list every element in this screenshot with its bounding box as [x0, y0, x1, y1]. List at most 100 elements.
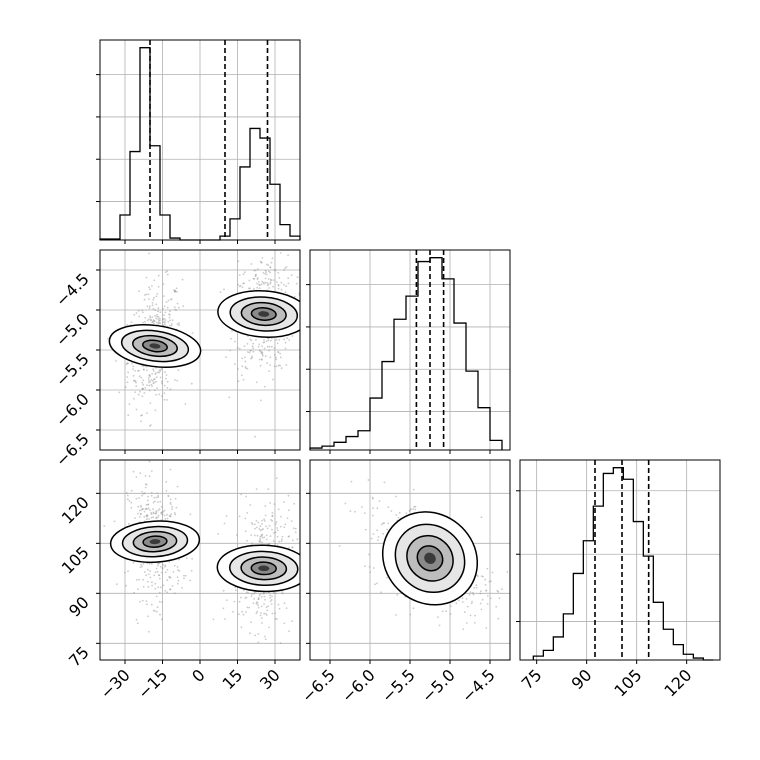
scatter-point — [267, 605, 270, 607]
scatter-point — [155, 512, 158, 515]
scatter-point — [250, 595, 253, 598]
scatter-point — [250, 534, 253, 536]
scatter-point — [170, 513, 173, 516]
scatter-point — [238, 274, 241, 276]
scatter-point — [148, 562, 151, 565]
scatter-point — [154, 373, 157, 375]
scatter-point — [171, 508, 173, 510]
scatter-point — [269, 356, 272, 359]
scatter-point — [248, 279, 251, 282]
scatter-point — [261, 354, 264, 357]
scatter-point — [274, 531, 277, 534]
contour-line — [132, 334, 178, 358]
scatter-point — [262, 281, 265, 284]
scatter-point — [263, 536, 266, 539]
scatter-point — [284, 267, 287, 270]
scatter-point — [244, 597, 247, 599]
scatter-point — [462, 601, 464, 603]
x-tick-label: 105 — [610, 665, 645, 700]
scatter-point — [243, 271, 246, 274]
scatter-point — [294, 531, 297, 534]
scatter-point — [257, 521, 260, 524]
scatter-point — [142, 383, 145, 386]
scatter-point — [288, 630, 290, 633]
scatter-point — [137, 588, 139, 590]
scatter-point — [162, 295, 165, 297]
scatter-point — [145, 600, 148, 602]
scatter-point — [155, 393, 158, 396]
scatter-point — [244, 356, 246, 359]
scatter-point — [263, 385, 266, 388]
scatter-point — [138, 497, 140, 499]
scatter-point — [260, 534, 263, 536]
scatter-point — [151, 385, 154, 388]
scatter-point — [139, 512, 142, 515]
scatter-point — [244, 360, 247, 363]
scatter-point — [156, 315, 158, 318]
scatter-point — [190, 382, 193, 385]
scatter-point — [252, 602, 255, 605]
scatter-point — [271, 514, 274, 517]
scatter-point — [412, 488, 415, 491]
scatter-point — [256, 286, 259, 289]
scatter-point — [308, 575, 310, 577]
scatter-point — [115, 360, 117, 362]
scatter-point — [127, 570, 129, 573]
scatter-point — [164, 323, 166, 325]
scatter-point — [261, 345, 263, 347]
scatter-point — [152, 501, 155, 504]
scatter-point — [148, 379, 150, 382]
scatter-point — [175, 287, 178, 290]
scatter-point — [408, 510, 411, 512]
scatter-point — [225, 599, 228, 601]
scatter-point — [132, 561, 135, 564]
scatter-point — [158, 322, 161, 324]
scatter-point — [146, 319, 149, 322]
x-tick-label: 90 — [568, 665, 596, 693]
scatter-point — [271, 520, 274, 522]
scatter-point — [155, 517, 158, 520]
scatter-point — [158, 562, 161, 565]
scatter-point — [141, 364, 143, 367]
scatter-point — [253, 269, 256, 272]
scatter-point — [287, 254, 289, 256]
scatter-point — [157, 310, 160, 313]
scatter-point — [250, 621, 253, 624]
scatter-point — [151, 563, 153, 565]
scatter-point — [166, 273, 169, 276]
scatter-point — [263, 520, 266, 522]
scatter-point — [171, 505, 174, 508]
scatter-point — [140, 420, 142, 423]
scatter-point — [255, 381, 258, 384]
scatter-point — [150, 379, 153, 381]
scatter-point — [279, 252, 282, 254]
scatter-point — [160, 571, 163, 574]
scatter-point — [244, 517, 247, 520]
contour-line — [416, 545, 444, 572]
scatter-point — [468, 594, 471, 596]
scatter-point — [259, 614, 262, 617]
scatter-point — [178, 570, 181, 572]
scatter-point — [154, 587, 157, 590]
scatter-point — [229, 349, 232, 352]
scatter-point — [159, 586, 162, 589]
scatter-point — [152, 512, 155, 515]
scatter-point — [178, 306, 180, 309]
scatter-point — [354, 510, 356, 513]
scatter-point — [395, 495, 397, 498]
contour-line — [120, 329, 190, 363]
scatter-point — [126, 494, 129, 497]
scatter-point — [128, 403, 131, 405]
scatter-point — [223, 288, 225, 291]
scatter-point — [252, 342, 255, 345]
scatter-point — [133, 313, 136, 316]
scatter-point — [169, 515, 172, 517]
scatter-point — [153, 279, 156, 282]
scatter-point — [150, 319, 153, 321]
scatter-point — [338, 545, 341, 547]
scatter-point — [143, 392, 146, 394]
scatter-point — [183, 577, 185, 580]
scatter-point — [155, 595, 158, 598]
scatter-point — [132, 368, 134, 370]
scatter-point — [140, 506, 142, 508]
